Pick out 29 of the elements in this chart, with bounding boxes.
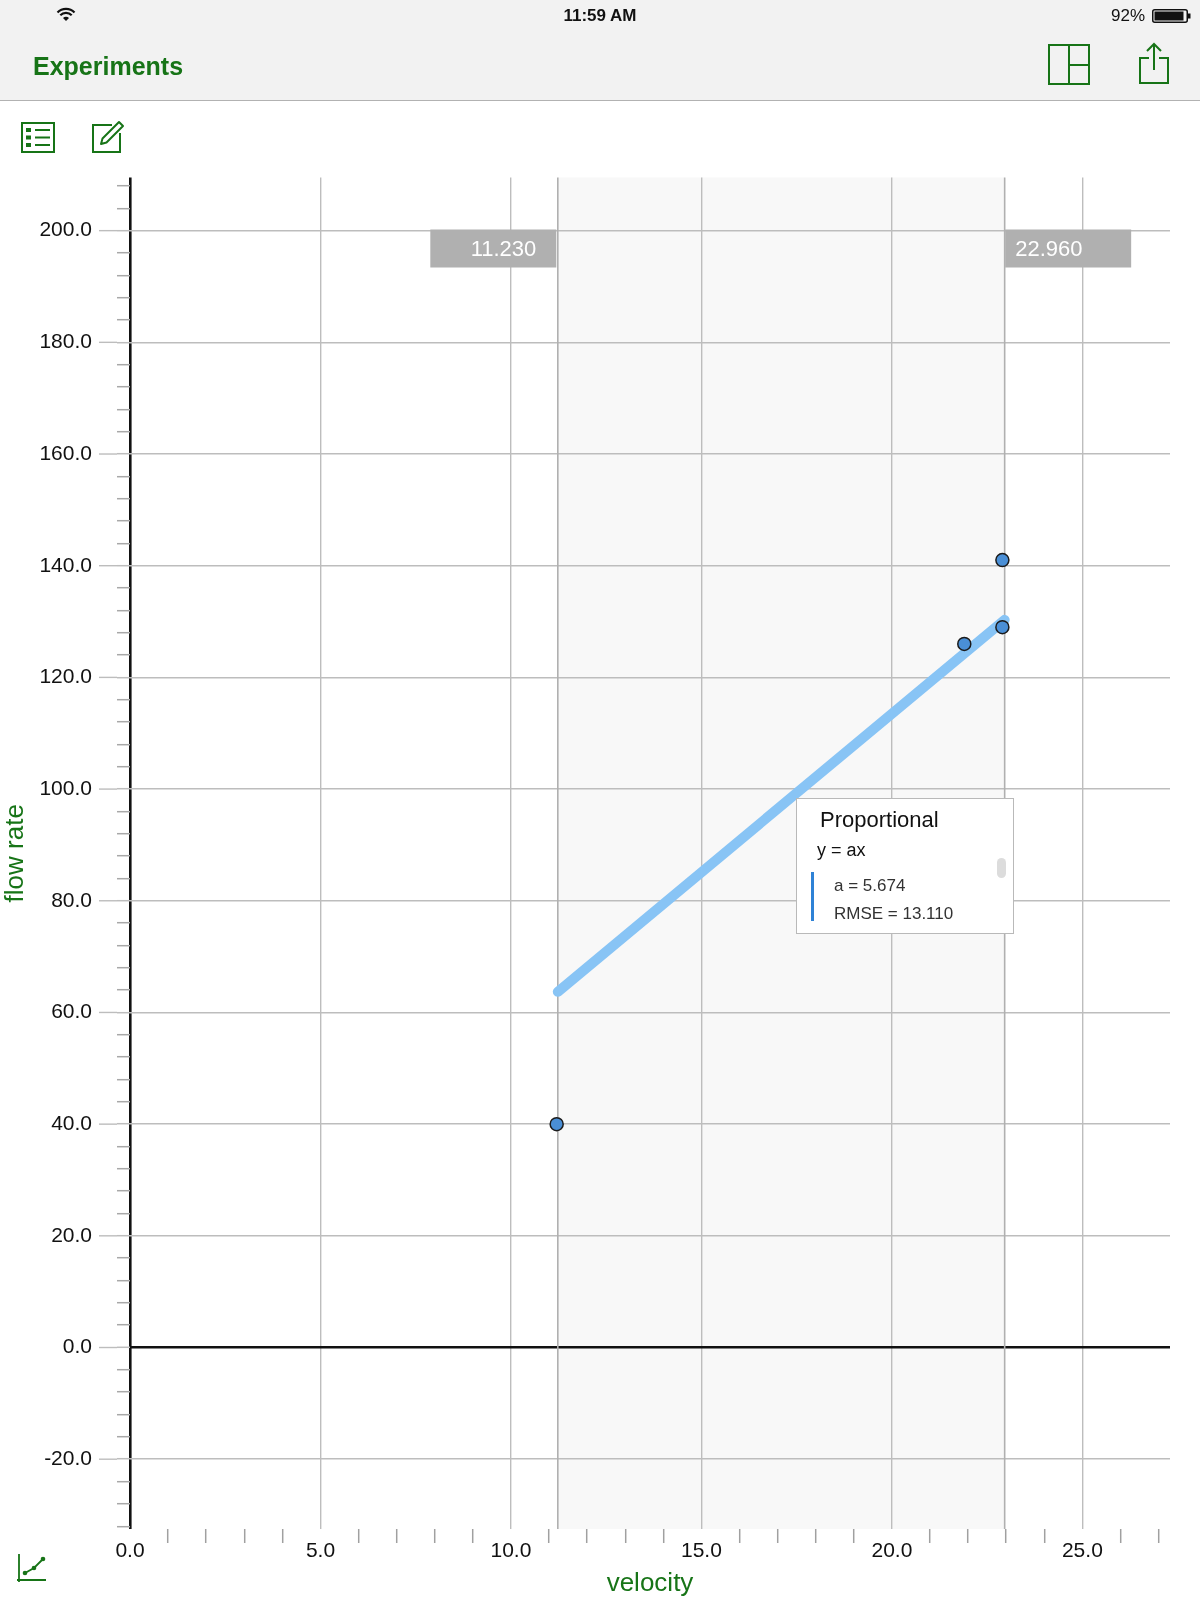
x-tick-label: 10.0 [490, 1538, 532, 1562]
y-tick-label: 80.0 [51, 887, 92, 911]
x-tick-label: 25.0 [1061, 1538, 1103, 1562]
annotation: a = 5.674 [834, 876, 906, 896]
text: 11:59 AM [562, 6, 638, 26]
y-tick-label: -20.0 [44, 1445, 92, 1469]
y-tick-label: 200.0 [39, 217, 92, 241]
text: 92% [1110, 6, 1145, 26]
y-tick-label: 0.0 [62, 1334, 92, 1358]
y-tick-label: 140.0 [39, 552, 92, 576]
x-tick-label: 15.0 [680, 1538, 722, 1562]
y-tick-label: 20.0 [51, 1222, 92, 1246]
y-axis-title: flow rate [0, 804, 29, 903]
annotation: y = ax [817, 839, 866, 861]
y-tick-label: 100.0 [39, 775, 92, 799]
y-tick-label: 180.0 [39, 329, 92, 353]
x-axis-title: velocity [606, 1566, 694, 1597]
chart-title: Experiments [33, 51, 184, 81]
x-tick-label: 20.0 [871, 1538, 913, 1562]
y-tick-label: 160.0 [39, 440, 92, 464]
ref-line-label: 22.960 [1015, 235, 1083, 261]
x-tick-label: 5.0 [305, 1538, 336, 1562]
annotation: Proportional [820, 807, 939, 833]
y-tick-label: 60.0 [51, 999, 92, 1023]
annotation: RMSE = 13.110 [834, 904, 954, 924]
y-tick-label: 40.0 [51, 1110, 92, 1134]
y-tick-label: 120.0 [39, 664, 92, 688]
ref-line-label: 11.230 [470, 235, 537, 261]
x-tick-label: 0.0 [115, 1538, 145, 1562]
